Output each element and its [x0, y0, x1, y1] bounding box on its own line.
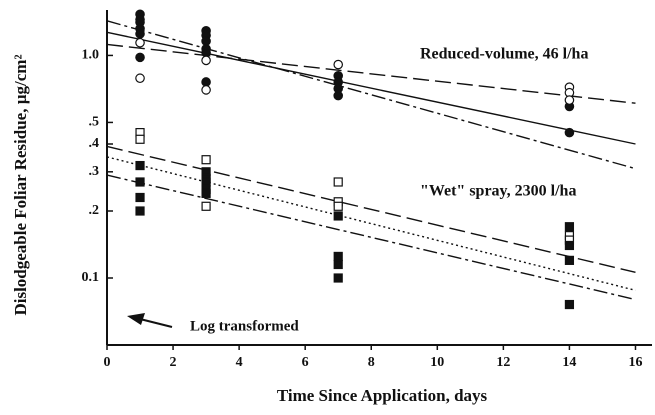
point	[135, 134, 145, 144]
annotation: Reduced-volume, 46 l/ha	[420, 46, 588, 63]
y-tick-label: .3	[89, 164, 100, 179]
point	[333, 211, 343, 221]
point	[135, 37, 145, 48]
x-tick-label: 14	[562, 355, 576, 370]
point	[201, 55, 211, 66]
point	[201, 85, 211, 95]
point	[333, 59, 344, 70]
point	[333, 251, 343, 262]
point	[135, 177, 145, 187]
point	[564, 95, 575, 105]
y-tick-label: 1.0	[82, 48, 100, 63]
x-tick-label: 0	[104, 355, 111, 370]
point	[201, 47, 211, 58]
x-tick-label: 6	[302, 355, 309, 370]
y-tick-label: 0.1	[82, 270, 100, 285]
point	[564, 299, 575, 310]
y-tick-label: .2	[89, 203, 100, 218]
point	[201, 36, 211, 46]
fit-line	[106, 43, 636, 104]
fit-line	[106, 20, 636, 170]
x-tick-label: 10	[430, 355, 444, 370]
point	[135, 206, 145, 216]
point	[135, 52, 145, 63]
point	[333, 259, 343, 270]
y-tick-label: .4	[89, 136, 100, 151]
point	[564, 255, 575, 265]
point	[333, 90, 344, 101]
fit-line	[106, 174, 636, 301]
arrow-head	[127, 313, 145, 325]
point	[135, 73, 145, 84]
point	[333, 273, 343, 283]
point	[201, 77, 211, 87]
point	[201, 188, 211, 198]
x-tick-label: 2	[170, 355, 177, 370]
point	[564, 127, 575, 138]
point	[564, 240, 575, 251]
x-axis-title: Time Since Application, days	[277, 386, 488, 405]
point	[564, 222, 575, 232]
y-axis-title: Dislodgeable Foliar Residue, µg/cm²	[11, 54, 30, 315]
point	[333, 201, 343, 211]
point	[135, 160, 145, 171]
point	[201, 155, 211, 165]
x-tick-label: 16	[628, 355, 642, 370]
annotation: Log transformed	[190, 318, 299, 334]
fit-line	[106, 156, 636, 292]
annotation: "Wet" spray, 2300 l/ha	[420, 183, 576, 200]
fit-line	[106, 31, 636, 145]
point	[135, 192, 145, 203]
x-tick-label: 8	[368, 355, 375, 370]
y-tick-label: .5	[89, 115, 100, 130]
point	[333, 177, 343, 187]
arrow	[139, 318, 173, 328]
x-tick-label: 12	[496, 355, 510, 370]
point	[135, 29, 145, 39]
point	[201, 201, 211, 211]
point	[201, 177, 211, 187]
x-tick-label: 4	[236, 355, 243, 370]
fit-line	[106, 145, 636, 274]
